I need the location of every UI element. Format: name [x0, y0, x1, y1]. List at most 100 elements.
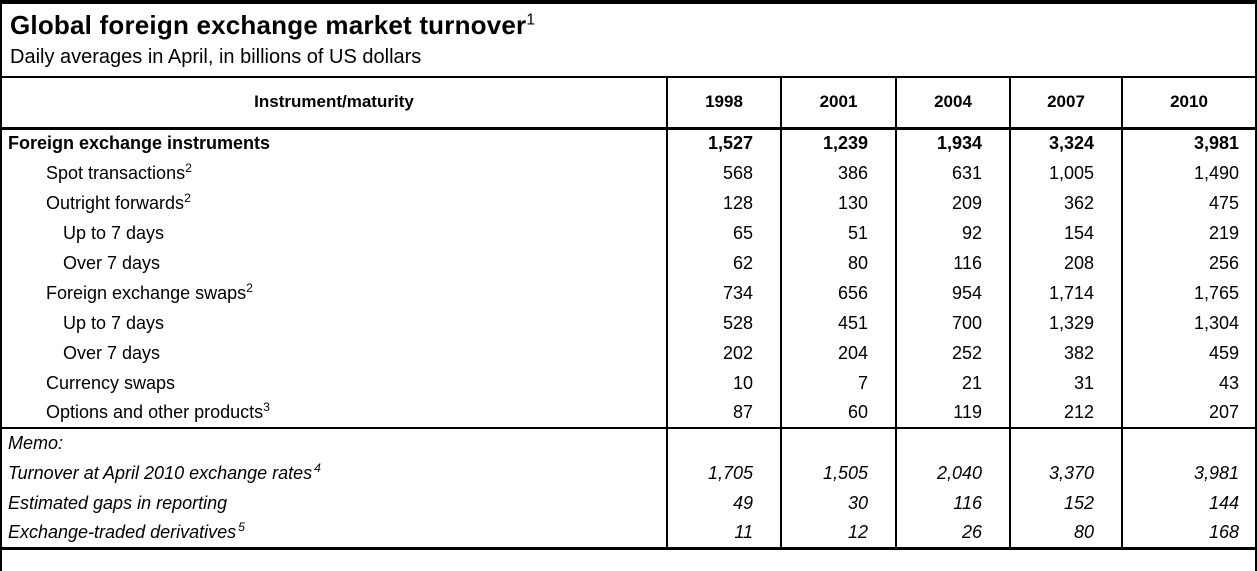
cell-value: 116: [895, 248, 1010, 278]
table-row: Over 7 days 202 204 252 382 459: [2, 338, 1255, 368]
cell-value: 1,239: [780, 128, 896, 158]
title-footnote-marker: 1: [526, 11, 536, 29]
cell-value: 1,705: [666, 458, 781, 488]
cell-value: 1,714: [1009, 278, 1122, 308]
cell-value: 386: [780, 158, 896, 188]
cell-value: 154: [1009, 218, 1122, 248]
cell-value: 130: [780, 188, 896, 218]
cell-value: 1,527: [666, 128, 781, 158]
table-row: Up to 7 days 65 51 92 154 219: [2, 218, 1255, 248]
table-row: Up to 7 days 528 451 700 1,329 1,304: [2, 308, 1255, 338]
cell-value: 219: [1121, 218, 1255, 248]
row-label: Foreign exchange instruments: [8, 133, 271, 154]
cell-value: 10: [666, 368, 781, 398]
page-title-text: Global foreign exchange market turnover: [10, 10, 527, 40]
fx-turnover-table: Instrument/maturity 1998 2001 2004 2007 …: [2, 78, 1255, 550]
row-label: Options and other products3: [46, 400, 270, 422]
title-block: Global foreign exchange market turnover1…: [2, 4, 1255, 78]
cell-value: 3,324: [1009, 128, 1122, 158]
table-row: Exchange-traded derivatives 5 11 12 26 80 168: [2, 518, 1255, 548]
subtitle: Daily averages in April, in billions of …: [10, 45, 422, 68]
cell-empty: [666, 427, 781, 458]
cell-value: 656: [780, 278, 896, 308]
cell-value: 49: [666, 488, 781, 518]
cell-empty: [1009, 427, 1122, 458]
column-header-year-2007: 2007: [1009, 78, 1122, 130]
cell-value: 152: [1009, 488, 1122, 518]
table-row: Outright forwards2 128 130 209 362 475: [2, 188, 1255, 218]
row-label: Exchange-traded derivatives 5: [8, 519, 245, 542]
cell-value: 528: [666, 308, 781, 338]
page-title: Global foreign exchange market turnover1: [10, 10, 1255, 41]
cell-value: 1,005: [1009, 158, 1122, 188]
cell-value: 954: [895, 278, 1010, 308]
column-header-year-2001: 2001: [780, 78, 896, 130]
cell-value: 1,934: [895, 128, 1010, 158]
cell-value: 204: [780, 338, 896, 368]
cell-value: 1,329: [1009, 308, 1122, 338]
cell-value: 26: [895, 518, 1010, 548]
cell-value: 3,370: [1009, 458, 1122, 488]
cell-value: 252: [895, 338, 1010, 368]
cell-value: 87: [666, 398, 781, 428]
cell-value: 62: [666, 248, 781, 278]
row-label: Up to 7 days: [63, 222, 165, 243]
cell-value: 209: [895, 188, 1010, 218]
cell-value: 60: [780, 398, 896, 428]
cell-value: 631: [895, 158, 1010, 188]
cell-value: 65: [666, 218, 781, 248]
row-label: Over 7 days: [63, 342, 161, 363]
cell-value: 168: [1121, 518, 1255, 548]
row-label: Over 7 days: [63, 252, 161, 273]
row-label: Up to 7 days: [63, 312, 165, 333]
cell-value: 459: [1121, 338, 1255, 368]
cell-value: 1,304: [1121, 308, 1255, 338]
table-row: Estimated gaps in reporting 49 30 116 152 144: [2, 488, 1255, 518]
footnote-marker: 2: [184, 190, 191, 205]
cell-value: 256: [1121, 248, 1255, 278]
table-row: Memo:: [2, 427, 1255, 458]
cell-value: 92: [895, 218, 1010, 248]
cell-value: 451: [780, 308, 896, 338]
cell-value: 7: [780, 368, 896, 398]
cell-value: 31: [1009, 368, 1122, 398]
cell-empty: [780, 427, 896, 458]
row-label: Currency swaps: [46, 372, 176, 393]
cell-value: 362: [1009, 188, 1122, 218]
table-row: Over 7 days 62 80 116 208 256: [2, 248, 1255, 278]
footnote-marker: 5: [238, 519, 245, 534]
column-header-instrument: Instrument/maturity: [2, 78, 667, 130]
table-row: Foreign exchange swaps2 734 656 954 1,714 1,7…: [2, 278, 1255, 308]
cell-value: 208: [1009, 248, 1122, 278]
cell-value: 202: [666, 338, 781, 368]
cell-value: 1,765: [1121, 278, 1255, 308]
column-header-year-1998: 1998: [666, 78, 781, 130]
footnote-area: [2, 549, 1255, 568]
cell-value: 382: [1009, 338, 1122, 368]
row-label: Foreign exchange swaps2: [46, 280, 253, 303]
cell-value: 207: [1121, 398, 1255, 428]
cell-value: 21: [895, 368, 1010, 398]
footnote-marker: 2: [185, 160, 192, 175]
cell-value: 700: [895, 308, 1010, 338]
table-row: Spot transactions2 568 386 631 1,005 1,490: [2, 158, 1255, 188]
row-label: Spot transactions2: [46, 160, 192, 183]
cell-value: 475: [1121, 188, 1255, 218]
footnote-marker: 3: [263, 400, 270, 414]
cell-value: 1,490: [1121, 158, 1255, 188]
column-header-year-2010: 2010: [1121, 78, 1255, 130]
cell-value: 1,505: [780, 458, 896, 488]
cell-value: 3,981: [1121, 458, 1255, 488]
row-label: Turnover at April 2010 exchange rates 4: [8, 460, 321, 483]
table-row: Currency swaps 10 7 21 31 43: [2, 368, 1255, 398]
cell-value: 3,981: [1121, 128, 1255, 158]
cell-value: 12: [780, 518, 896, 548]
cell-value: 80: [1009, 518, 1122, 548]
header-row: Instrument/maturity 1998 2001 2004 2007 …: [2, 78, 1255, 130]
column-header-year-2004: 2004: [895, 78, 1010, 130]
footnote-marker: 4: [314, 460, 321, 475]
footnote-marker: 2: [246, 280, 253, 295]
table-body: Foreign exchange instruments 1,527 1,239 1,…: [2, 128, 1255, 548]
cell-value: 11: [666, 518, 781, 548]
